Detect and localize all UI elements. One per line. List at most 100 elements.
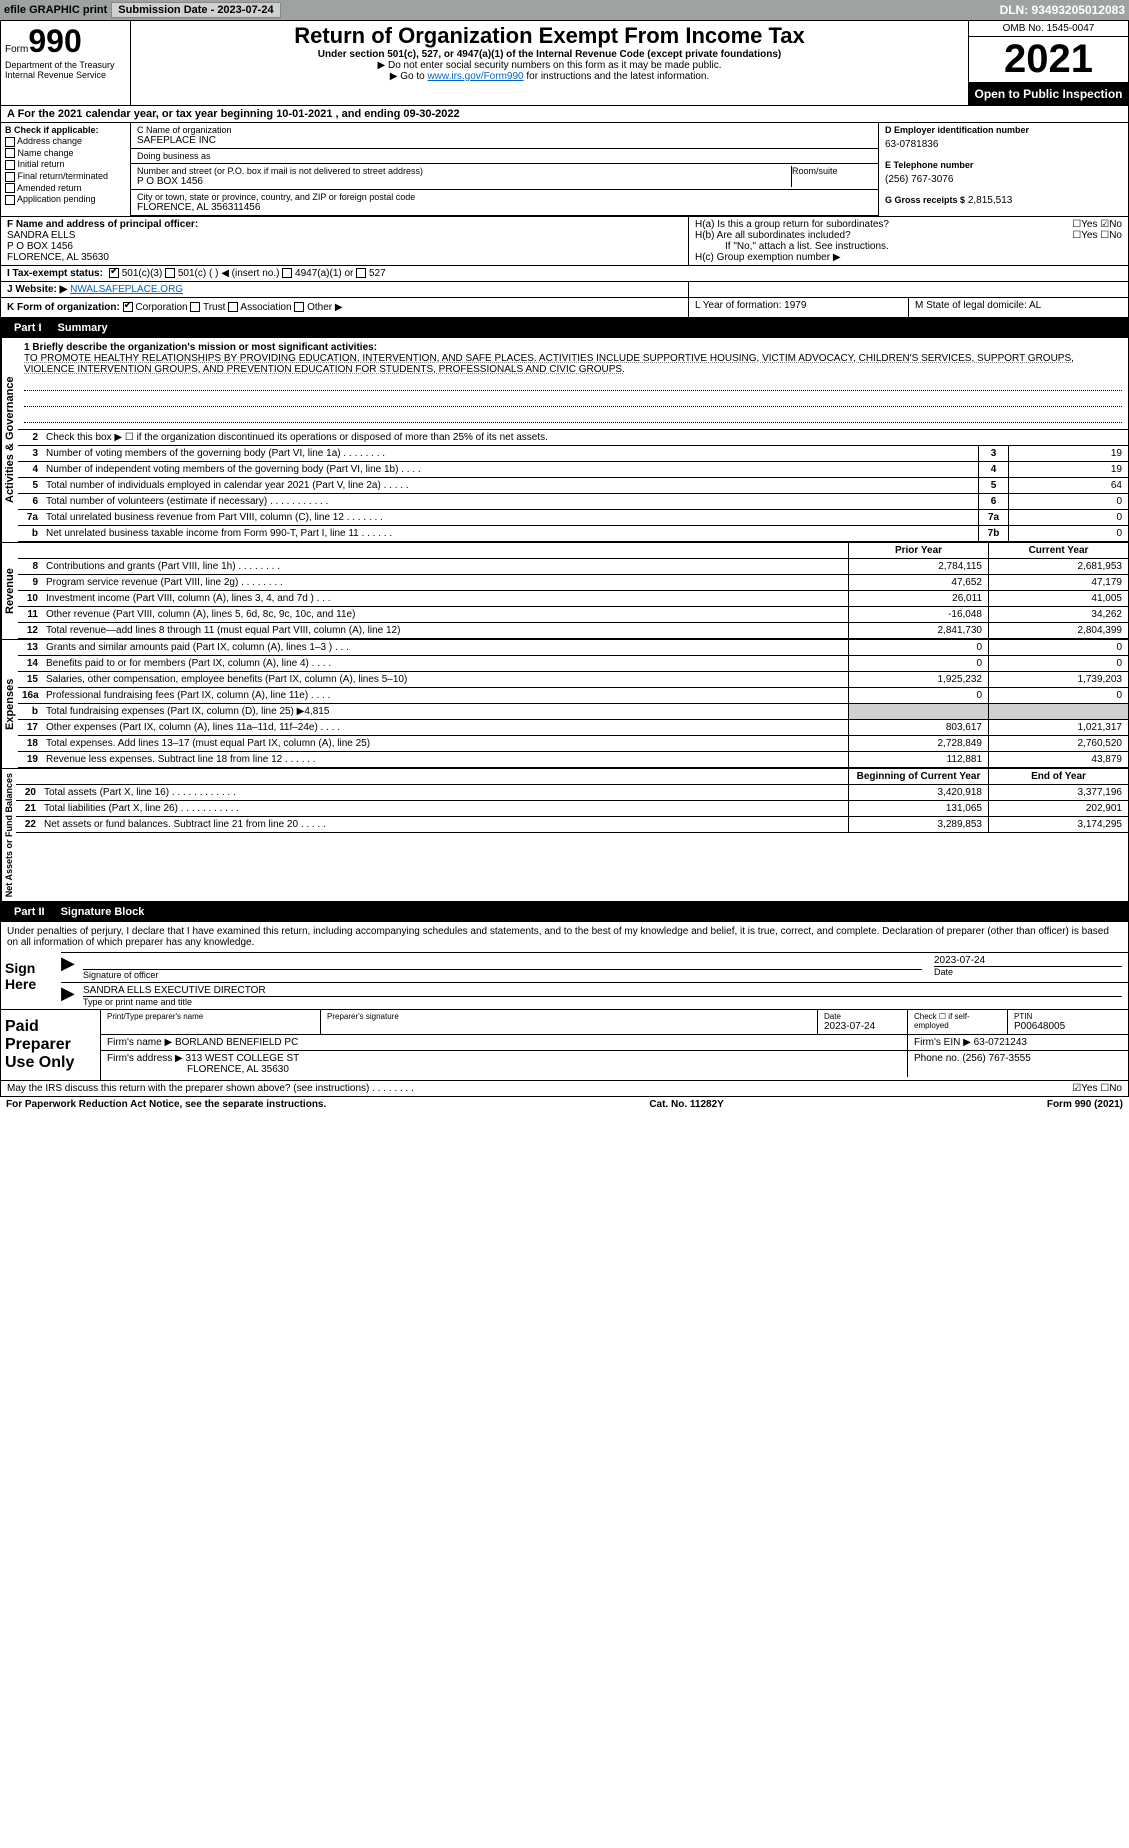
gov-row: 2Check this box ▶ ☐ if the organization … [18, 430, 1128, 446]
rev-header: Prior Year Current Year [18, 543, 1128, 559]
sig-date-label: Date [934, 966, 1122, 977]
korg-opt[interactable]: Trust [190, 302, 228, 313]
net-row: 21Total liabilities (Part X, line 26) . … [16, 801, 1128, 817]
footer-row: For Paperwork Reduction Act Notice, see … [0, 1097, 1129, 1112]
arrow-icon: ▶ [61, 983, 77, 1009]
mission-label: 1 Briefly describe the organization's mi… [24, 342, 1122, 353]
tax-opt[interactable]: 527 [356, 268, 385, 279]
hb-label: H(b) Are all subordinates included? [695, 230, 851, 241]
revenue-block: Revenue Prior Year Current Year 8Contrib… [0, 543, 1129, 640]
prep-name-label: Print/Type preparer's name [107, 1012, 314, 1021]
exp-row: 13Grants and similar amounts paid (Part … [18, 640, 1128, 656]
officer-addr2: FLORENCE, AL 35630 [7, 252, 682, 263]
ptin-label: PTIN [1014, 1012, 1122, 1021]
form-prefix: Form [5, 44, 28, 55]
net-row: 20Total assets (Part X, line 16) . . . .… [16, 785, 1128, 801]
sign-here-label: Sign Here [1, 952, 61, 1009]
paid-preparer-block: Paid Preparer Use Only Print/Type prepar… [0, 1010, 1129, 1081]
dln-label: DLN: 93493205012083 [1000, 3, 1125, 17]
part1-num: Part I [6, 320, 50, 336]
website-label: J Website: ▶ [7, 284, 67, 295]
tax-opt[interactable]: 4947(a)(1) or [282, 268, 356, 279]
ptin-value: P00648005 [1014, 1021, 1122, 1032]
discuss-row: May the IRS discuss this return with the… [0, 1081, 1129, 1097]
korg-opt[interactable]: Corporation [123, 302, 191, 313]
gov-row: 4Number of independent voting members of… [18, 462, 1128, 478]
firm-phone-label: Phone no. [914, 1053, 960, 1064]
footer-right: Form 990 (2021) [1047, 1099, 1123, 1110]
tax-year: 2021 [969, 37, 1128, 83]
gov-vert-label: Activities & Governance [1, 338, 18, 542]
hc-label: H(c) Group exemption number ▶ [695, 252, 1122, 263]
mission-row: 1 Briefly describe the organization's mi… [18, 338, 1128, 430]
gov-row: bNet unrelated business taxable income f… [18, 526, 1128, 542]
form-header: Form990 Department of the Treasury Inter… [0, 20, 1129, 106]
colb-checkbox-item[interactable]: Initial return [5, 159, 126, 170]
tax-opt[interactable]: 501(c)(3) [109, 268, 165, 279]
org-name-label: C Name of organization [137, 125, 872, 135]
colb-checkbox-item[interactable]: Final return/terminated [5, 171, 126, 182]
tel-label: E Telephone number [885, 160, 1122, 170]
rev-row: 8Contributions and grants (Part VIII, li… [18, 559, 1128, 575]
prep-date-label: Date [824, 1012, 901, 1021]
sig-name: SANDRA ELLS EXECUTIVE DIRECTOR [83, 985, 1122, 996]
form-number-box: Form990 Department of the Treasury Inter… [1, 21, 131, 105]
dba-label: Doing business as [137, 151, 872, 161]
rev-row: 11Other revenue (Part VIII, column (A), … [18, 607, 1128, 623]
city-label: City or town, state or province, country… [137, 192, 872, 202]
current-year-hdr: Current Year [988, 543, 1128, 558]
exp-vert-label: Expenses [1, 640, 18, 768]
net-header: Beginning of Current Year End of Year [16, 769, 1128, 785]
submission-date-btn[interactable]: Submission Date - 2023-07-24 [111, 2, 280, 18]
officer-label: F Name and address of principal officer: [7, 219, 682, 230]
arrow1: ▶ Do not enter social security numbers o… [137, 60, 962, 71]
addr-value: P O BOX 1456 [137, 176, 791, 187]
discuss-text: May the IRS discuss this return with the… [7, 1083, 414, 1094]
exp-row: 17Other expenses (Part IX, column (A), l… [18, 720, 1128, 736]
room-label: Room/suite [792, 166, 872, 176]
ein-label: D Employer identification number [885, 125, 1122, 135]
exp-row: 16aProfessional fundraising fees (Part I… [18, 688, 1128, 704]
part2-header: Part II Signature Block [0, 902, 1129, 922]
governance-block: Activities & Governance 1 Briefly descri… [0, 338, 1129, 543]
tax-opt[interactable]: 501(c) ( ) ◀ (insert no.) [165, 268, 282, 279]
colb-checkbox-item[interactable]: Name change [5, 148, 126, 159]
open-public-label: Open to Public Inspection [969, 83, 1128, 105]
arrow-icon: ▶ [61, 953, 77, 982]
korg-label: K Form of organization: [7, 302, 120, 313]
state-domicile: M State of legal domicile: AL [908, 298, 1128, 317]
rev-row: 10Investment income (Part VIII, column (… [18, 591, 1128, 607]
firm-addr2: FLORENCE, AL 35630 [107, 1064, 901, 1075]
calendar-year-row: A For the 2021 calendar year, or tax yea… [0, 106, 1129, 123]
korg-opt[interactable]: Association [228, 302, 294, 313]
section-fh: F Name and address of principal officer:… [0, 217, 1129, 266]
officer-addr1: P O BOX 1456 [7, 241, 682, 252]
ein-value: 63-0781836 [885, 139, 1122, 150]
firm-phone: (256) 767-3555 [962, 1053, 1030, 1064]
colb-checkbox-item[interactable]: Application pending [5, 194, 126, 205]
irs-link[interactable]: www.irs.gov/Form990 [427, 71, 523, 82]
hb-note: If "No," attach a list. See instructions… [695, 241, 1122, 252]
section-h: H(a) Is this a group return for subordin… [688, 217, 1128, 265]
sig-name-label: Type or print name and title [83, 996, 1122, 1007]
sig-declaration: Under penalties of perjury, I declare th… [1, 922, 1128, 952]
form-number: 990 [28, 23, 81, 59]
rev-row: 9Program service revenue (Part VIII, lin… [18, 575, 1128, 591]
tel-value: (256) 767-3076 [885, 174, 1122, 185]
korg-opt[interactable]: Other ▶ [294, 302, 342, 313]
gov-row: 6Total number of volunteers (estimate if… [18, 494, 1128, 510]
website-link[interactable]: NWALSAFEPLACE.ORG [70, 284, 183, 295]
paid-label: Paid Preparer Use Only [1, 1010, 101, 1080]
gov-row: 3Number of voting members of the governi… [18, 446, 1128, 462]
net-vert-label: Net Assets or Fund Balances [1, 769, 16, 901]
officer-name: SANDRA ELLS [7, 230, 682, 241]
form-subtitle: Under section 501(c), 527, or 4947(a)(1)… [137, 49, 962, 60]
footer-mid: Cat. No. 11282Y [649, 1099, 723, 1110]
prior-year-hdr: Prior Year [848, 543, 988, 558]
tax-status-label: I Tax-exempt status: [7, 268, 103, 279]
exp-row: 14Benefits paid to or for members (Part … [18, 656, 1128, 672]
gov-row: 5Total number of individuals employed in… [18, 478, 1128, 494]
org-name: SAFEPLACE INC [137, 135, 872, 146]
colb-checkbox-item[interactable]: Amended return [5, 183, 126, 194]
colb-checkbox-item[interactable]: Address change [5, 136, 126, 147]
